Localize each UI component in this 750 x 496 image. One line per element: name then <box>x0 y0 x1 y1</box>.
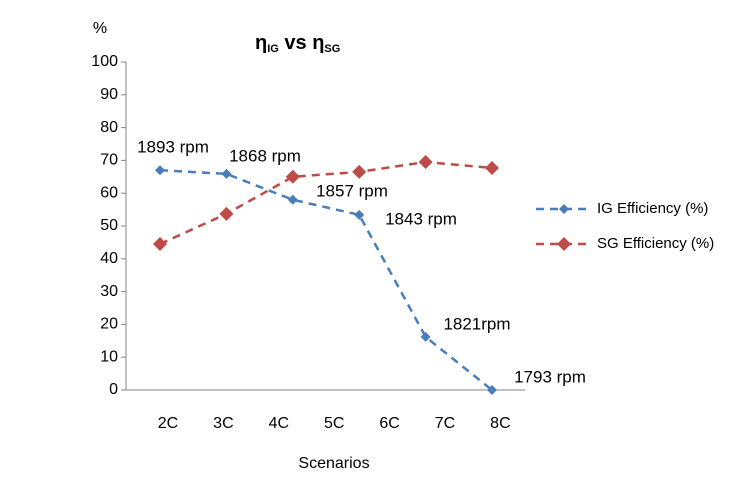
annotation: 1857 rpm <box>316 181 388 200</box>
y-tick-label: 40 <box>100 250 118 267</box>
data-point <box>485 160 499 175</box>
data-point <box>155 165 165 176</box>
x-tick-label: 2C <box>158 415 178 432</box>
x-tick-label: 6C <box>379 415 399 432</box>
title-subscript: SG <box>324 43 340 55</box>
data-point <box>153 237 167 252</box>
y-tick-label: 50 <box>100 217 118 234</box>
y-tick-label: 90 <box>100 86 118 103</box>
data-point <box>487 385 497 395</box>
annotation: 1821rpm <box>443 314 510 333</box>
y-tick-label: 20 <box>100 316 118 333</box>
legend-marker <box>559 204 569 214</box>
data-point <box>420 331 431 342</box>
y-tick-label: 70 <box>100 152 118 169</box>
data-point <box>418 155 433 170</box>
x-axis-label: Scenarios <box>298 455 369 472</box>
x-tick-label: 4C <box>269 415 289 432</box>
x-tick-label: 8C <box>490 415 510 432</box>
series-line <box>159 168 493 391</box>
title-part: vs <box>279 32 312 54</box>
legend-marker <box>557 237 571 251</box>
annotation: 1793 rpm <box>514 367 586 386</box>
x-tick-label: 5C <box>324 415 344 432</box>
y-tick-label: 10 <box>100 348 118 365</box>
y-tick-label: 30 <box>100 283 118 300</box>
annotation: 1893 rpm <box>137 137 209 156</box>
title-part: η <box>312 32 324 54</box>
data-point <box>219 206 234 221</box>
title-subscript: IG <box>267 43 279 55</box>
y-tick-label: 100 <box>91 53 118 70</box>
y-tick-label: 0 <box>109 381 118 398</box>
y-axis-label: % <box>93 20 107 37</box>
legend-label: IG Efficiency (%) <box>597 200 708 217</box>
legend-label: SG Efficiency (%) <box>597 235 714 252</box>
data-point <box>221 168 232 179</box>
annotation: 1868 rpm <box>229 146 301 165</box>
y-tick-label: 60 <box>100 184 118 201</box>
x-tick-label: 3C <box>213 415 233 432</box>
data-point <box>285 169 300 184</box>
x-tick-label: 7C <box>435 415 455 432</box>
chart-title: ηIG vs ηSG <box>255 32 340 55</box>
data-point <box>352 164 367 179</box>
series-line <box>159 160 493 246</box>
annotation: 1843 rpm <box>385 209 457 228</box>
data-point <box>287 194 298 205</box>
title-part: η <box>255 32 267 54</box>
y-tick-label: 80 <box>100 119 118 136</box>
data-point <box>354 209 365 220</box>
